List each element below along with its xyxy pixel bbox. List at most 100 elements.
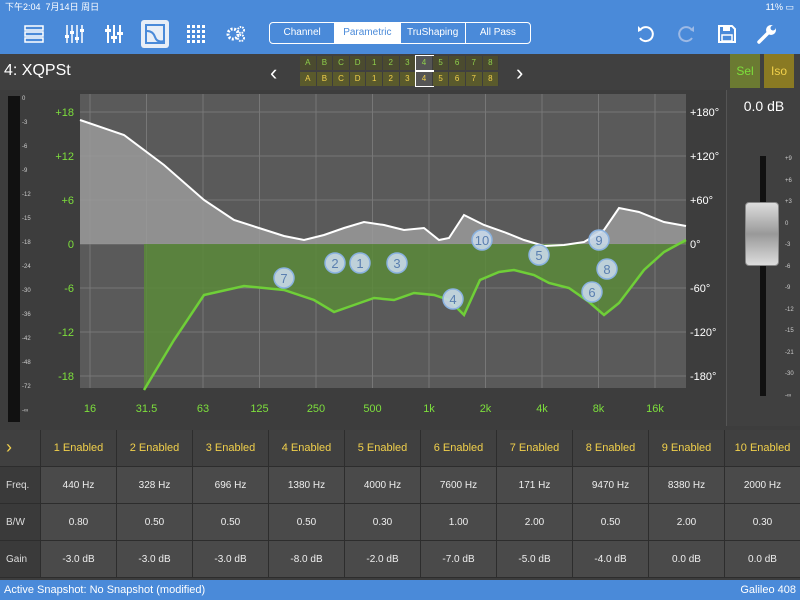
channel-cell-row1-7[interactable]: 4 [415, 55, 434, 71]
band-freq-cell-7[interactable]: 171 Hz [496, 467, 572, 503]
channel-cell-row2-4[interactable]: 1 [366, 72, 383, 86]
channel-cell-row2-0[interactable]: A [300, 72, 317, 86]
channel-cell-row1-8[interactable]: 5 [432, 56, 450, 70]
channel-cell-row2-7[interactable]: 4 [415, 71, 434, 87]
freq-axis-label: 4k [536, 403, 548, 415]
meter-tick-label: -24 [22, 264, 31, 270]
matrix-icon[interactable] [182, 20, 210, 48]
expand-chevron-icon[interactable]: › [0, 430, 40, 466]
band-enabled-toggle-4[interactable]: 4 Enabled [268, 430, 344, 466]
band-freq-cell-2[interactable]: 328 Hz [116, 467, 192, 503]
band-gain-cell-9[interactable]: 0.0 dB [648, 541, 724, 577]
band-enabled-toggle-9[interactable]: 9 Enabled [648, 430, 724, 466]
tab-parametric[interactable]: Parametric [335, 23, 401, 43]
band-bw-cell-4[interactable]: 0.50 [268, 504, 344, 540]
band-enabled-toggle-8[interactable]: 8 Enabled [572, 430, 648, 466]
channel-cell-row1-10[interactable]: 7 [465, 56, 483, 70]
channel-cell-row2-9[interactable]: 6 [449, 72, 466, 86]
tab-trushaping[interactable]: TruShaping [401, 23, 466, 43]
band-gain-cell-10[interactable]: 0.0 dB [724, 541, 800, 577]
band-gain-cell-3[interactable]: -3.0 dB [192, 541, 268, 577]
channel-cell-row2-1[interactable]: B [316, 72, 334, 86]
channel-cell-row2-10[interactable]: 7 [465, 72, 483, 86]
band-marker-3[interactable]: 3 [386, 252, 408, 274]
band-bw-cell-8[interactable]: 0.50 [572, 504, 648, 540]
next-channel-icon[interactable]: › [516, 60, 524, 85]
channel-cell-row1-11[interactable]: 8 [482, 56, 500, 70]
band-freq-cell-1[interactable]: 440 Hz [40, 467, 116, 503]
band-gain-cell-7[interactable]: -5.0 dB [496, 541, 572, 577]
band-gain-cell-6[interactable]: -7.0 dB [420, 541, 496, 577]
channel-cell-row1-6[interactable]: 3 [399, 56, 417, 70]
band-marker-4[interactable]: 4 [442, 288, 464, 310]
band-enabled-toggle-5[interactable]: 5 Enabled [344, 430, 420, 466]
band-freq-cell-6[interactable]: 7600 Hz [420, 467, 496, 503]
band-bw-cell-7[interactable]: 2.00 [496, 504, 572, 540]
svg-text:6: 6 [588, 285, 595, 300]
eq-icon[interactable] [141, 20, 169, 48]
band-bw-cell-3[interactable]: 0.50 [192, 504, 268, 540]
redo-icon[interactable] [672, 20, 700, 48]
band-freq-cell-3[interactable]: 696 Hz [192, 467, 268, 503]
band-enabled-toggle-6[interactable]: 6 Enabled [420, 430, 496, 466]
channel-cell-row1-5[interactable]: 2 [382, 56, 400, 70]
eq-graph[interactable]: +18 +180° +12 +120° +6 +60° 0 0° -6 -60° -12 -120° -… [44, 90, 726, 426]
mixer-icon[interactable] [100, 20, 128, 48]
band-enabled-toggle-7[interactable]: 7 Enabled [496, 430, 572, 466]
band-marker-7[interactable]: 7 [273, 267, 295, 289]
tab-all-pass[interactable]: All Pass [479, 27, 516, 38]
band-gain-cell-4[interactable]: -8.0 dB [268, 541, 344, 577]
gears-icon[interactable] [222, 20, 250, 48]
channel-cell-row1-1[interactable]: B [316, 56, 334, 70]
band-marker-8[interactable]: 8 [596, 258, 618, 280]
band-marker-2[interactable]: 2 [324, 252, 346, 274]
band-enabled-toggle-2[interactable]: 2 Enabled [116, 430, 192, 466]
band-enabled-toggle-1[interactable]: 1 Enabled [40, 430, 116, 466]
band-gain-cell-8[interactable]: -4.0 dB [572, 541, 648, 577]
band-marker-10[interactable]: 10 [471, 229, 493, 251]
band-marker-6[interactable]: 6 [581, 281, 603, 303]
sel-button[interactable]: Sel [730, 54, 760, 88]
channel-cell-row2-6[interactable]: 3 [399, 72, 417, 86]
band-freq-cell-9[interactable]: 8380 Hz [648, 467, 724, 503]
band-bw-cell-2[interactable]: 0.50 [116, 504, 192, 540]
channel-cell-row1-4[interactable]: 1 [366, 56, 383, 70]
channel-cell-row2-5[interactable]: 2 [382, 72, 400, 86]
channel-cell-row2-2[interactable]: C [333, 72, 350, 86]
band-freq-cell-4[interactable]: 1380 Hz [268, 467, 344, 503]
channel-cell-row1-9[interactable]: 6 [449, 56, 466, 70]
band-bw-cell-9[interactable]: 2.00 [648, 504, 724, 540]
fader-track[interactable] [760, 156, 766, 396]
band-bw-cell-10[interactable]: 0.30 [724, 504, 800, 540]
band-enabled-toggle-3[interactable]: 3 Enabled [192, 430, 268, 466]
previous-channel-icon[interactable]: ‹ [270, 60, 278, 85]
band-gain-cell-1[interactable]: -3.0 dB [40, 541, 116, 577]
tab-channel[interactable]: Channel [270, 23, 336, 43]
band-marker-1[interactable]: 1 [349, 252, 371, 274]
faders-icon[interactable] [60, 20, 88, 48]
wrench-icon[interactable] [753, 20, 781, 48]
band-bw-cell-1[interactable]: 0.80 [40, 504, 116, 540]
gain-fader-knob[interactable] [745, 202, 779, 266]
band-marker-9[interactable]: 9 [588, 229, 610, 251]
channel-cell-row2-3[interactable]: D [349, 72, 367, 86]
band-freq-cell-10[interactable]: 2000 Hz [724, 467, 800, 503]
band-gain-cell-2[interactable]: -3.0 dB [116, 541, 192, 577]
iso-button[interactable]: Iso [764, 54, 794, 88]
channel-cell-row2-11[interactable]: 8 [482, 72, 500, 86]
channel-cell-row1-3[interactable]: D [349, 56, 367, 70]
band-freq-cell-8[interactable]: 9470 Hz [572, 467, 648, 503]
routing-icon[interactable] [20, 20, 48, 48]
band-bw-cell-5[interactable]: 0.30 [344, 504, 420, 540]
band-table: › 1 Enabled 2 Enabled 3 Enabled 4 Enabled 5 E… [0, 430, 800, 580]
band-bw-cell-6[interactable]: 1.00 [420, 504, 496, 540]
channel-cell-row2-8[interactable]: 5 [432, 72, 450, 86]
band-gain-cell-5[interactable]: -2.0 dB [344, 541, 420, 577]
save-icon[interactable] [713, 20, 741, 48]
band-marker-5[interactable]: 5 [528, 244, 550, 266]
channel-cell-row1-2[interactable]: C [333, 56, 350, 70]
channel-cell-row1-0[interactable]: A [300, 56, 317, 70]
band-enabled-toggle-10[interactable]: 10 Enabled [724, 430, 800, 466]
undo-icon[interactable] [632, 20, 660, 48]
band-freq-cell-5[interactable]: 4000 Hz [344, 467, 420, 503]
